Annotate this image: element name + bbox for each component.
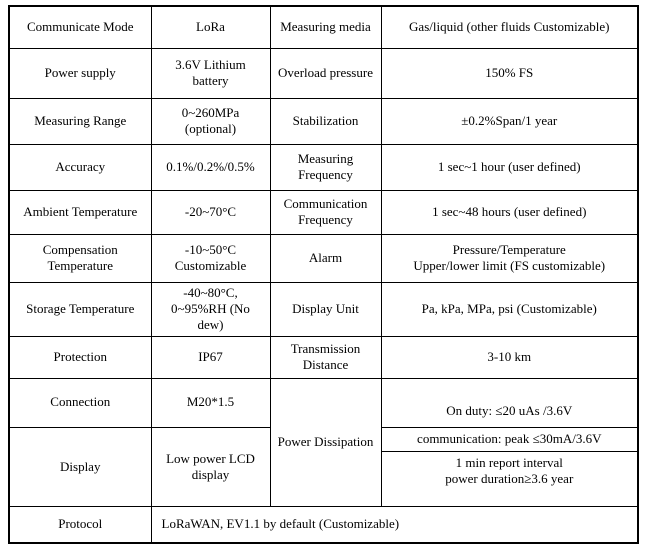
spec-value-cell: 3.6V Lithium battery xyxy=(150,47,271,99)
spec-value-cell: Pa, kPa, MPa, psi (Customizable) xyxy=(380,281,639,337)
spec-value-cell: Gas/liquid (other fluids Customizable) xyxy=(380,5,639,49)
specification-table: Communicate Mode LoRa Measuring media Ga… xyxy=(8,5,639,544)
spec-label-cell: Display Unit xyxy=(269,281,382,337)
table-row: Ambient Temperature -20~70°C Communicati… xyxy=(8,189,639,235)
spec-label-cell: Compensation Temperature xyxy=(8,233,152,283)
spec-value-cell: 150% FS xyxy=(380,47,639,99)
spec-value-cell: 0.1%/0.2%/0.5% xyxy=(150,143,271,191)
power-communication-cell: communication: peak ≤30mA/3.6V xyxy=(382,426,637,452)
spec-label-cell: Alarm xyxy=(269,233,382,283)
spec-label-cell: Accuracy xyxy=(8,143,152,191)
table-row: Communicate Mode LoRa Measuring media Ga… xyxy=(8,5,639,49)
table-row: Compensation Temperature -10~50°C Custom… xyxy=(8,233,639,283)
spec-label-cell: Measuring Frequency xyxy=(269,143,382,191)
spec-value-cell: -40~80°C, 0~95%RH (No dew) xyxy=(150,281,271,337)
spec-value-cell: 0~260MPa (optional) xyxy=(150,97,271,145)
spec-label-cell: Storage Temperature xyxy=(8,281,152,337)
spec-label-cell: Power supply xyxy=(8,47,152,99)
spec-value-cell: 1 sec~1 hour (user defined) xyxy=(380,143,639,191)
spec-label-cell: Protection xyxy=(8,335,152,379)
display-label-cell: Display xyxy=(8,426,152,508)
spec-value-cell: 3-10 km xyxy=(380,335,639,379)
spec-label-cell: Stabilization xyxy=(269,97,382,145)
power-on-duty-cell: On duty: ≤20 uAs /3.6V xyxy=(446,402,573,418)
connection-label-cell: Connection xyxy=(8,377,152,428)
display-value-cell: Low power LCD display xyxy=(150,426,271,508)
table-row: Protection IP67 Transmission Distance 3-… xyxy=(8,335,639,379)
spec-value-cell: ±0.2%Span/1 year xyxy=(380,97,639,145)
table-row: Connection M20*1.5 Power Dissipation On … xyxy=(8,377,639,507)
table-row: Accuracy 0.1%/0.2%/0.5% Measuring Freque… xyxy=(8,143,639,191)
spec-label-cell: Communicate Mode xyxy=(8,5,152,49)
protocol-label-cell: Protocol xyxy=(8,506,152,543)
spec-label-cell: Measuring Range xyxy=(8,97,152,145)
spec-value-cell: Pressure/Temperature Upper/lower limit (… xyxy=(380,233,639,283)
spec-label-cell: Communication Frequency xyxy=(269,189,382,235)
spec-label-cell: Overload pressure xyxy=(269,47,382,99)
spec-value-cell: IP67 xyxy=(150,335,271,379)
power-report-cell: 1 min report interval power duration≥3.6… xyxy=(445,454,574,486)
spec-value-cell: LoRa xyxy=(150,5,271,49)
table-row: Protocol LoRaWAN, EV1.1 by default (Cust… xyxy=(8,506,639,543)
power-dissipation-subrows: On duty: ≤20 uAs /3.6V communication: pe… xyxy=(382,395,637,490)
spec-value-cell: -20~70°C xyxy=(150,189,271,235)
table-row: Power supply 3.6V Lithium battery Overlo… xyxy=(8,47,639,99)
power-dissipation-value-cell: On duty: ≤20 uAs /3.6V communication: pe… xyxy=(380,377,639,507)
spec-label-cell: Ambient Temperature xyxy=(8,189,152,235)
spec-value-cell: 1 sec~48 hours (user defined) xyxy=(380,189,639,235)
table-row: Display Low power LCD display xyxy=(8,426,638,508)
table-row: Storage Temperature -40~80°C, 0~95%RH (N… xyxy=(8,281,639,337)
power-dissipation-label-cell: Power Dissipation xyxy=(269,377,382,507)
spec-label-cell: Transmission Distance xyxy=(269,335,382,379)
protocol-value-cell: LoRaWAN, EV1.1 by default (Customizable) xyxy=(150,506,639,543)
connection-value-cell: M20*1.5 xyxy=(150,377,271,428)
table-row: Measuring Range 0~260MPa (optional) Stab… xyxy=(8,97,639,145)
spec-label-cell: Measuring media xyxy=(269,5,382,49)
spec-value-cell: -10~50°C Customizable xyxy=(150,233,271,283)
